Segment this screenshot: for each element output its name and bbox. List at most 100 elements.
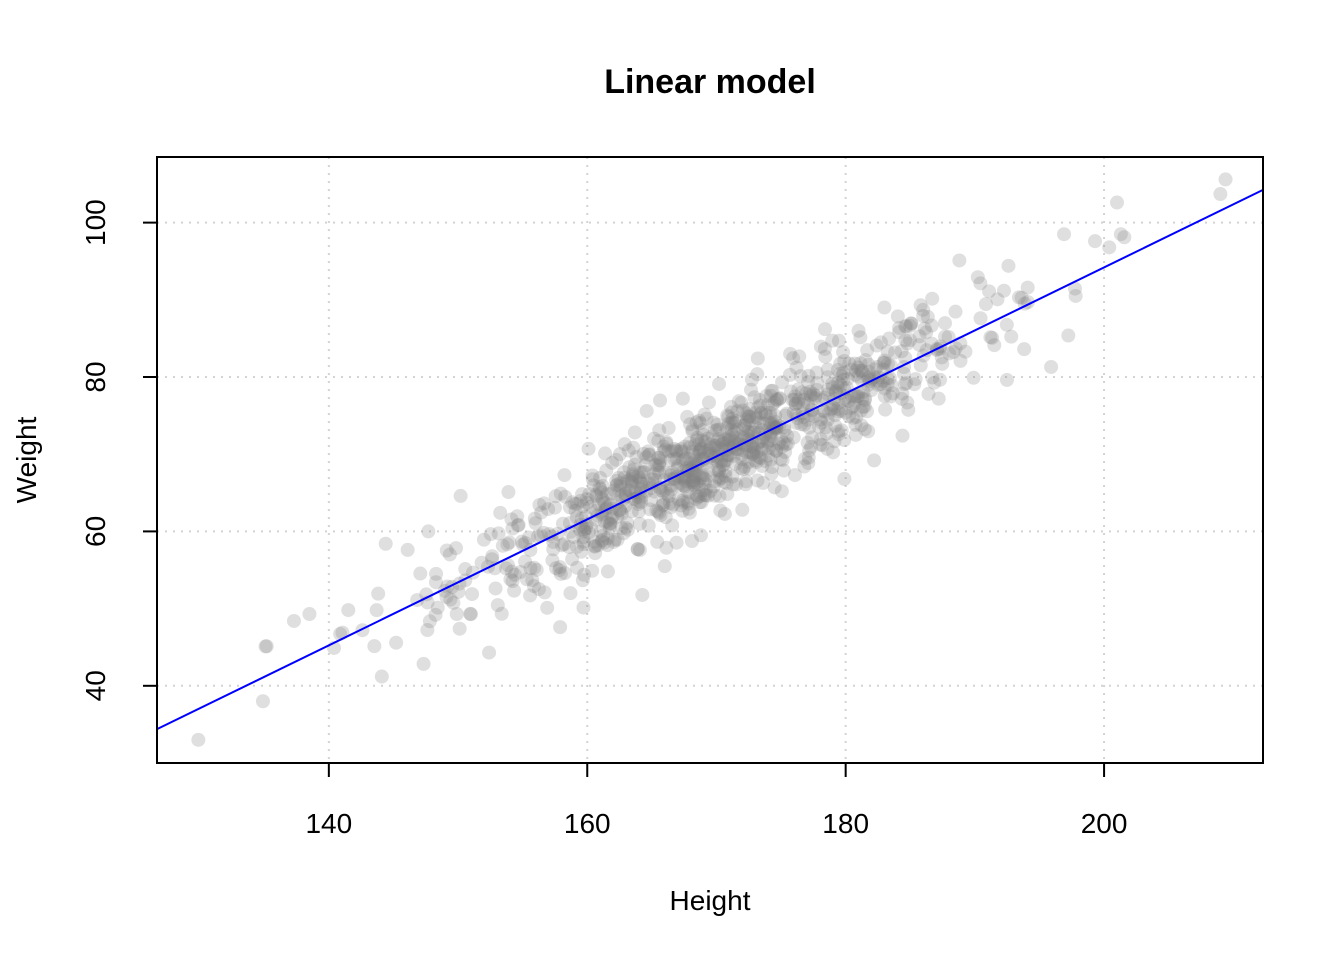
data-point (646, 467, 661, 482)
data-point (831, 333, 846, 348)
data-point (761, 440, 776, 455)
data-point (919, 343, 934, 358)
data-point (286, 613, 301, 628)
data-point (527, 511, 542, 526)
data-point (693, 470, 708, 485)
data-point (670, 461, 685, 476)
data-point (682, 485, 697, 500)
data-point (616, 526, 631, 541)
data-point (527, 560, 542, 575)
data-point (719, 476, 734, 491)
data-point (630, 542, 645, 557)
data-point (493, 505, 508, 520)
data-point (523, 561, 538, 576)
data-point (750, 351, 765, 366)
data-point (605, 455, 620, 470)
data-point (507, 567, 522, 582)
data-points (191, 172, 1233, 747)
data-point (896, 366, 911, 381)
data-point (663, 478, 678, 493)
data-point (603, 517, 618, 532)
data-point (701, 446, 716, 461)
data-point (674, 498, 689, 513)
data-point (639, 450, 654, 465)
data-point (1117, 230, 1132, 245)
data-point (626, 440, 641, 455)
data-point (695, 423, 710, 438)
data-point (755, 458, 770, 473)
grid-lines (157, 157, 1263, 763)
data-point (801, 396, 816, 411)
data-point (821, 406, 836, 421)
data-point (772, 391, 787, 406)
data-point (801, 368, 816, 383)
data-point (697, 487, 712, 502)
data-point (775, 453, 790, 468)
data-point (703, 440, 718, 455)
data-point (429, 566, 444, 581)
data-point (794, 385, 809, 400)
data-point (810, 376, 825, 391)
data-point (884, 378, 899, 393)
data-point (729, 422, 744, 437)
data-point (567, 496, 582, 511)
data-point (369, 603, 384, 618)
data-point (576, 600, 591, 615)
data-point (639, 403, 654, 418)
data-point (758, 405, 773, 420)
data-point (857, 422, 872, 437)
data-point (692, 444, 707, 459)
data-point (641, 444, 656, 459)
data-point (710, 440, 725, 455)
data-point (576, 537, 591, 552)
data-point (644, 493, 659, 508)
data-point (921, 386, 936, 401)
data-point (661, 444, 676, 459)
data-point (661, 489, 676, 504)
data-point (763, 405, 778, 420)
data-point (549, 561, 564, 576)
data-point (754, 442, 769, 457)
data-point (793, 369, 808, 384)
data-point (726, 449, 741, 464)
data-point (490, 598, 505, 613)
data-point (826, 401, 841, 416)
data-point (676, 472, 691, 487)
data-point (810, 382, 825, 397)
data-point (880, 344, 895, 359)
data-point (715, 442, 730, 457)
data-point (652, 423, 667, 438)
data-point (808, 391, 823, 406)
data-point (617, 470, 632, 485)
data-point (541, 502, 556, 517)
data-point (756, 475, 771, 490)
data-point (576, 534, 591, 549)
data-point (749, 444, 764, 459)
data-point (738, 406, 753, 421)
data-point (669, 444, 684, 459)
data-point (877, 300, 892, 315)
data-point (682, 505, 697, 520)
data-point (742, 461, 757, 476)
data-point (878, 402, 893, 417)
data-point (587, 539, 602, 554)
regression-line-group (156, 189, 1264, 731)
data-point (888, 345, 903, 360)
data-point (576, 530, 591, 545)
data-point (818, 349, 833, 364)
data-point (715, 437, 730, 452)
data-point (861, 364, 876, 379)
data-point (699, 411, 714, 426)
data-point (935, 356, 950, 371)
data-point (542, 527, 557, 542)
data-point (651, 433, 666, 448)
data-point (791, 396, 806, 411)
data-point (691, 477, 706, 492)
data-point (1004, 329, 1019, 344)
data-point (674, 441, 689, 456)
data-point (739, 445, 754, 460)
data-point (694, 495, 709, 510)
data-point (692, 413, 707, 428)
data-point (916, 302, 931, 317)
data-point (495, 538, 510, 553)
